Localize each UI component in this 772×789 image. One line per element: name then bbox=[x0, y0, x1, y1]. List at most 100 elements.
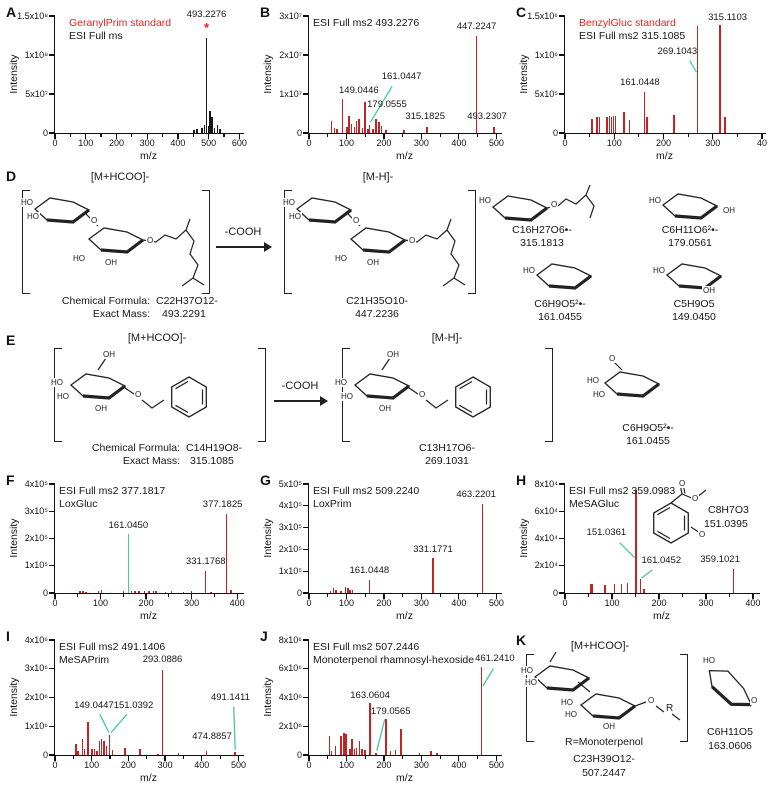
spectrum-peak bbox=[341, 99, 344, 133]
spectrum-peak bbox=[380, 126, 383, 133]
panel-h: H 0 100 200 300 400 0 2x10⁴ 4x10⁴ 6x10⁴ 8x10⁴ ESI … bbox=[512, 470, 770, 626]
x-axis-minor-tick bbox=[327, 755, 329, 759]
panel-i: I 0 100 200 300 400 500 0 1x10⁶ 2x10⁶ 3x10⁶ 4x10⁶ E… bbox=[2, 626, 254, 788]
panel-letter-e: E bbox=[6, 332, 16, 348]
y-axis-tick bbox=[49, 510, 55, 512]
panel-d: D [M+HCOO]- [M-H]- bbox=[2, 166, 770, 330]
y-axis-tick-label: 4x10⁴ bbox=[534, 533, 558, 543]
y-axis-label: Intensity bbox=[518, 517, 530, 558]
y-axis-tick-label: 4x10⁶ bbox=[278, 692, 302, 702]
x-axis-tick-label: 200 bbox=[376, 598, 392, 608]
x-axis-minor-tick bbox=[634, 593, 636, 597]
spectrum-peak bbox=[230, 590, 232, 593]
x-axis-tick-label: 0 bbox=[306, 598, 312, 608]
spectrum-peak bbox=[596, 117, 598, 133]
atom-label: O bbox=[146, 236, 155, 245]
spectrum-peak bbox=[343, 733, 345, 755]
x-axis-tick bbox=[237, 755, 240, 761]
spectrum-titles: BenzylGluc standard ESI Full ms2 315.1085 bbox=[579, 17, 685, 43]
y-axis-tick-label: 1x10⁷ bbox=[279, 88, 302, 99]
y-axis-tick bbox=[559, 483, 565, 485]
y-axis-tick-label: 6x10⁴ bbox=[534, 505, 558, 516]
formula-caption: Chemical Formula: bbox=[91, 442, 180, 454]
y-axis-tick-label: 3x10⁵ bbox=[24, 505, 48, 516]
y-axis-label: Intensity bbox=[262, 517, 274, 558]
x-axis-tick-label: 300 bbox=[698, 598, 714, 608]
spectrum-peak bbox=[591, 119, 593, 133]
x-axis-tick bbox=[85, 133, 87, 139]
spectrum-peak bbox=[732, 568, 735, 593]
y-axis-tick-label: 0 bbox=[296, 127, 302, 138]
spectrum-peak bbox=[635, 489, 637, 593]
spectrum-peak bbox=[193, 129, 195, 133]
reaction-label: -COOH bbox=[281, 380, 319, 392]
y-axis-tick bbox=[559, 93, 565, 95]
x-axis-minor-tick bbox=[168, 593, 170, 597]
spectrum-peak bbox=[351, 589, 354, 593]
x-axis-minor-tick bbox=[69, 133, 71, 137]
atom-label: OH bbox=[386, 350, 400, 359]
x-axis-tick bbox=[761, 133, 763, 139]
y-axis-label: Intensity bbox=[262, 676, 274, 717]
x-axis-minor-tick bbox=[192, 133, 194, 137]
spectrum-peak bbox=[493, 127, 495, 133]
y-axis-tick-label: 1x10⁵ bbox=[278, 565, 302, 576]
spectrum-peak bbox=[480, 667, 483, 755]
y-axis-tick-label: 5x10⁵ bbox=[278, 478, 302, 489]
x-axis-tick bbox=[91, 755, 93, 761]
panel-letter-b: B bbox=[260, 4, 271, 20]
x-axis-label: m/z bbox=[396, 772, 413, 784]
y-axis-tick-label: 2x10⁵ bbox=[24, 533, 48, 543]
y-axis-tick-label: 3x10⁶ bbox=[24, 663, 48, 674]
spectrum-peak bbox=[334, 745, 337, 755]
peak-label: 447.2247 bbox=[456, 21, 497, 33]
atom-label: HO bbox=[520, 666, 534, 675]
spectrum-peak bbox=[177, 752, 180, 755]
chemical-formula: C22H37O12- bbox=[156, 295, 218, 307]
peak-label: 149.0446 bbox=[339, 85, 379, 97]
adduct-label: [M+HCOO]- bbox=[90, 171, 150, 183]
spectrum-peak bbox=[210, 591, 212, 593]
y-axis-tick bbox=[559, 592, 565, 594]
y-axis-tick-label: 1x10⁶ bbox=[534, 49, 558, 60]
x-axis-minor-tick bbox=[327, 133, 329, 137]
y-axis-tick-label: 5x10⁷ bbox=[25, 88, 48, 99]
x-axis-tick bbox=[345, 133, 348, 139]
spectrum-peak bbox=[196, 129, 198, 133]
y-axis-tick-label: 3x10⁷ bbox=[279, 10, 302, 21]
spectrum-peak bbox=[475, 35, 478, 133]
panel-letter-h: H bbox=[516, 472, 527, 488]
spectrum-peak bbox=[209, 111, 211, 133]
spectrum-peak bbox=[375, 752, 377, 755]
x-axis-tick bbox=[201, 755, 203, 761]
spectrum-peak bbox=[336, 129, 338, 133]
x-axis-minor-tick bbox=[638, 133, 640, 137]
y-axis-tick-label: 4x10⁶ bbox=[24, 634, 48, 645]
spectrum-titles: ESI Full ms2 509.2240 LoxPrim bbox=[313, 485, 419, 511]
x-axis-minor-tick bbox=[72, 755, 74, 759]
spectrum-title-line: ESI Full ms2 359.0983 bbox=[569, 485, 676, 497]
x-axis-tick-label: 300 bbox=[184, 598, 200, 608]
spectrum-peak bbox=[598, 116, 601, 133]
x-axis-minor-tick bbox=[439, 755, 441, 759]
y-axis-tick-label: 1.5x10⁸ bbox=[17, 10, 48, 21]
y-axis-tick bbox=[559, 510, 565, 512]
y-axis-tick-label: 2x10⁶ bbox=[24, 692, 48, 702]
spectrum-peak bbox=[369, 703, 371, 755]
x-axis-tick bbox=[345, 755, 348, 761]
spectrum-peak bbox=[358, 119, 360, 133]
formula-caption: Chemical Formula: bbox=[61, 295, 150, 307]
panel-a: A 0 100 200 300 400 500 600 0 5x10⁷ 1x10⁸ 1.5x10⁸ G… bbox=[2, 2, 254, 166]
peak-label: 161.0448 bbox=[349, 565, 390, 577]
atom-label: HO bbox=[20, 198, 34, 207]
y-axis-tick-label: 0 bbox=[42, 127, 48, 138]
spectrum-peak bbox=[155, 590, 157, 593]
spectrum-peak bbox=[111, 749, 114, 755]
x-axis-tick bbox=[658, 593, 660, 599]
spectrum-peak bbox=[643, 588, 645, 593]
x-axis-tick bbox=[383, 755, 385, 761]
bracket-right bbox=[468, 190, 476, 294]
y-axis-tick bbox=[303, 570, 309, 572]
spectrum-peak bbox=[139, 749, 141, 755]
x-axis-tick-label: 200 bbox=[108, 138, 124, 148]
